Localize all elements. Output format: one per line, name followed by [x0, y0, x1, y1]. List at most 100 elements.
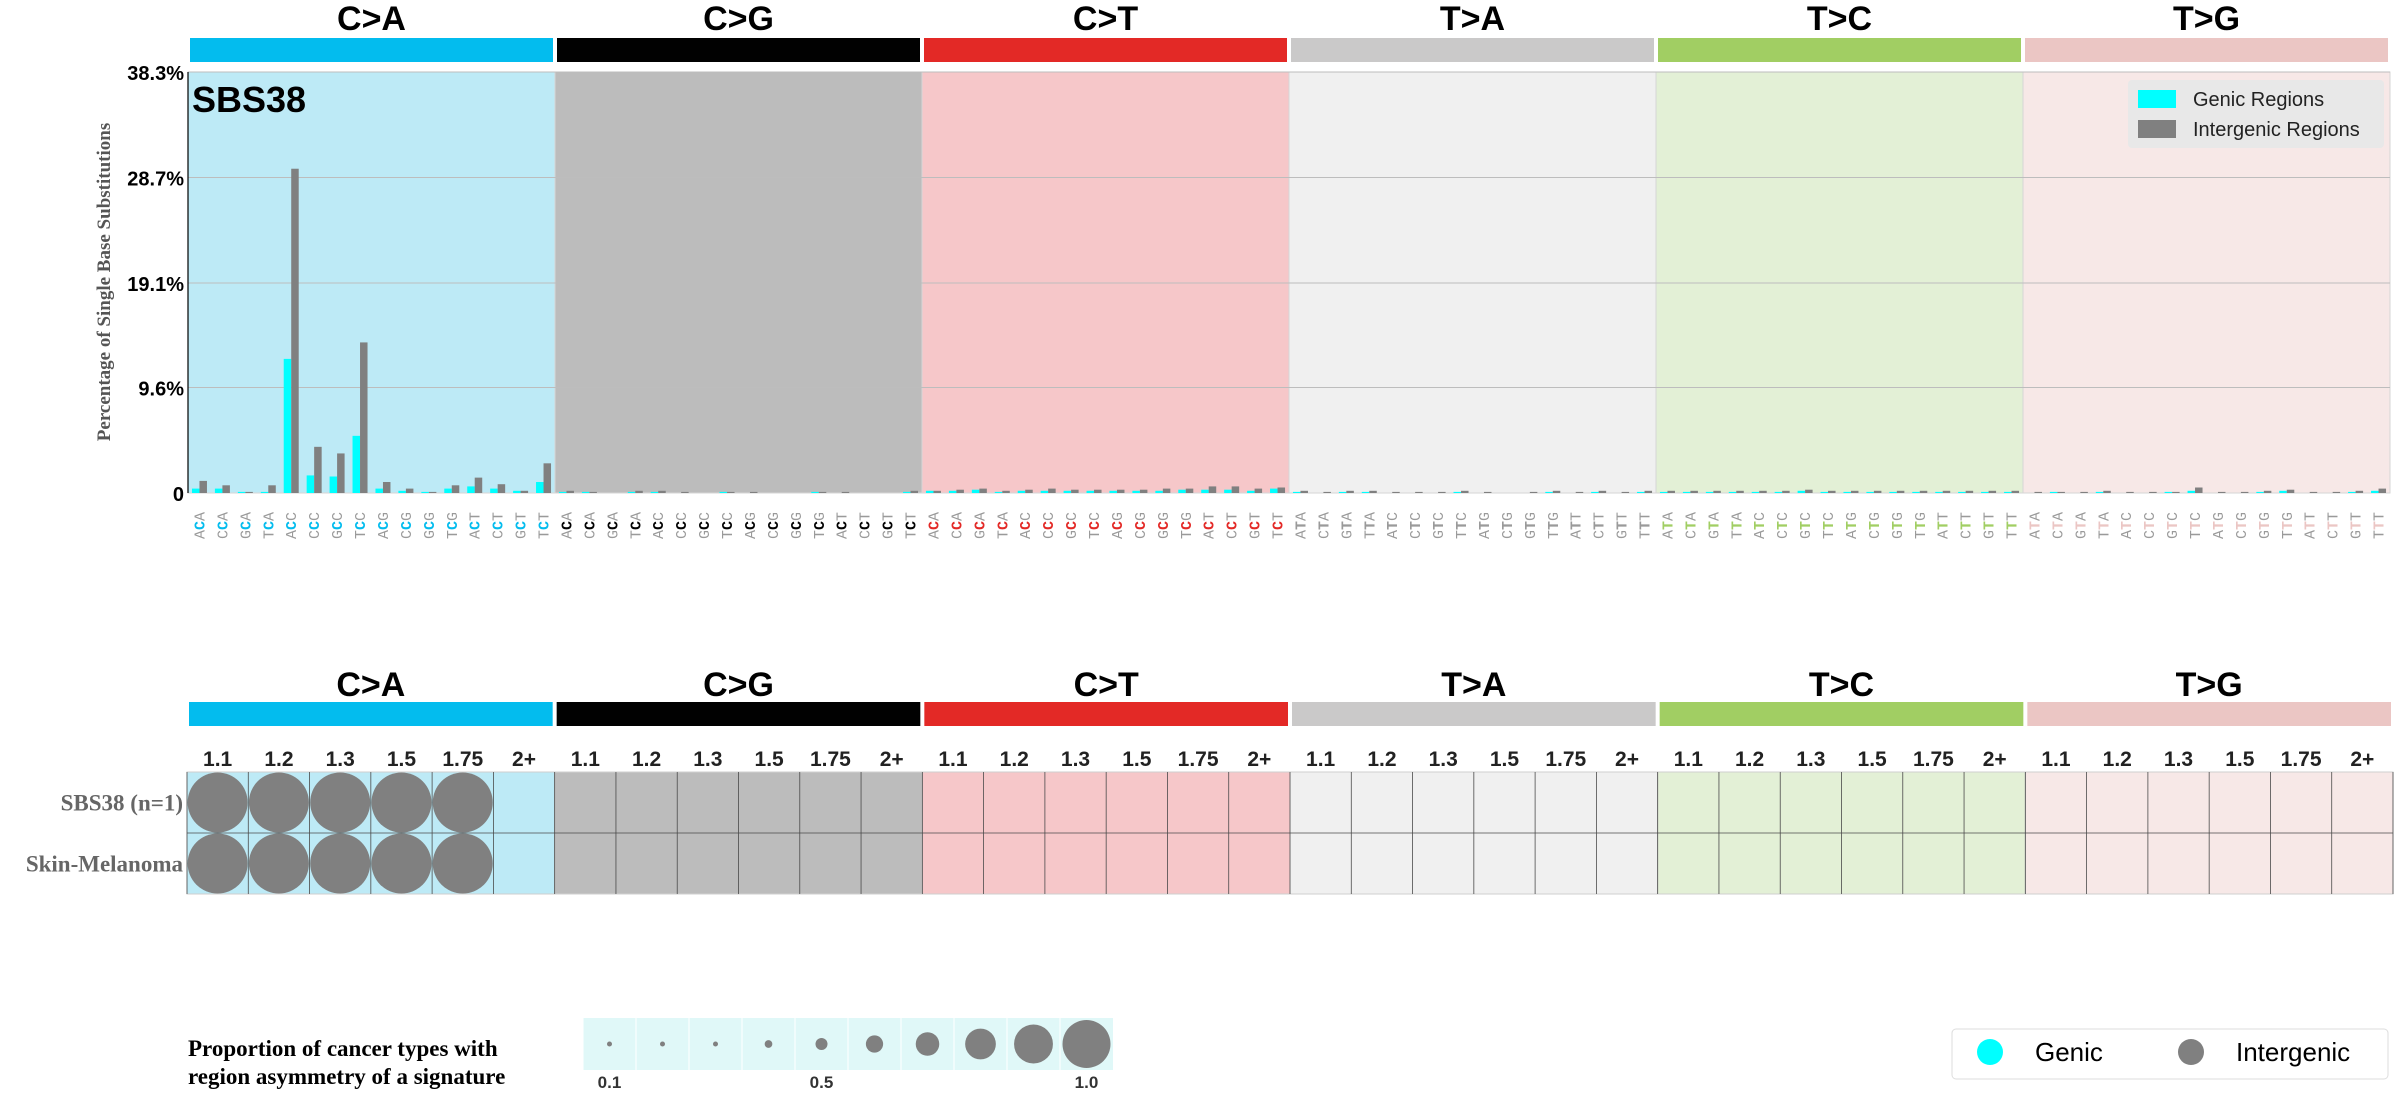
asymmetry-circle — [248, 772, 309, 833]
mutation-type-bar — [1292, 702, 1656, 726]
x-tick-label: TCT — [904, 512, 921, 539]
mutation-type-bar — [1658, 38, 2021, 62]
x-tick-label: ATG — [1844, 512, 1861, 539]
intergenic-bar — [658, 490, 666, 493]
asymmetry-circle — [432, 772, 493, 833]
intergenic-bar — [2240, 491, 2249, 493]
intergenic-bar — [589, 491, 597, 493]
trinucleotide-context: GCA — [605, 512, 622, 539]
intergenic-bar — [2103, 490, 2111, 493]
trinucleotide-context: CTA — [2050, 512, 2067, 539]
size-legend-circle — [713, 1041, 718, 1047]
x-tick-label: ACC — [1018, 512, 1035, 539]
genic-bar — [467, 486, 475, 493]
intergenic-bar — [382, 482, 391, 493]
genic-bar — [2256, 491, 2264, 493]
trinucleotide-context: ATG — [1477, 512, 1494, 539]
intergenic-bar — [2080, 491, 2088, 493]
genic-bar — [925, 490, 934, 493]
genic-bar — [2004, 491, 2012, 493]
trinucleotide-context: TCT — [904, 512, 921, 539]
intergenic-bar — [1231, 486, 1240, 493]
color-legend-marker — [1977, 1039, 2003, 1065]
genic-bar — [1201, 489, 1209, 493]
genic-bar — [1774, 491, 1783, 493]
trinucleotide-context: ATC — [1752, 512, 1769, 539]
genic-bar — [558, 491, 567, 493]
trinucleotide-context: TTA — [2096, 512, 2113, 539]
genic-bar — [1453, 491, 1462, 493]
size-legend-circle — [1062, 1020, 1111, 1068]
x-tick-label: TCA — [628, 512, 645, 539]
intergenic-bar — [2057, 491, 2065, 493]
intergenic-bar — [2378, 488, 2387, 493]
intergenic-bar — [199, 480, 207, 493]
genic-bar — [1270, 488, 1278, 493]
trinucleotide-context: GCA — [238, 512, 255, 539]
genic-bar — [1591, 491, 1599, 493]
fold-threshold-label: 1.2 — [632, 748, 661, 771]
genic-bar — [260, 491, 269, 493]
genic-bar — [1797, 490, 1806, 493]
intergenic-bar — [1690, 490, 1698, 493]
color-legend-box — [1951, 1028, 2389, 1080]
mutation-type-bar — [1291, 38, 1654, 62]
trinucleotide-context: TCC — [1087, 512, 1104, 539]
x-tick-label: CCT — [491, 512, 508, 539]
genic-bar — [948, 490, 957, 493]
size-legend-tick: 1.0 — [1075, 1073, 1099, 1092]
x-tick-label: TTG — [1546, 512, 1563, 539]
fold-threshold-label: 2+ — [1615, 748, 1639, 771]
trinucleotide-context: GCC — [330, 512, 347, 539]
x-tick-label: CCG — [1133, 512, 1150, 539]
x-tick-label: ACA — [926, 512, 943, 539]
intergenic-bar — [1300, 490, 1308, 493]
y-axis-title: Percentage of Single Base Substitutions — [94, 123, 115, 441]
trinucleotide-context: ATT — [2303, 512, 2320, 539]
genic-bar — [2164, 491, 2173, 493]
x-tick-label: CTC — [2142, 512, 2159, 539]
x-tick-label: GTA — [2073, 512, 2090, 539]
fold-threshold-label: 1.5 — [1490, 748, 1520, 771]
x-tick-label: TTT — [2005, 512, 2022, 539]
intergenic-bar — [1782, 490, 1790, 493]
x-tick-label: ACG — [376, 512, 393, 539]
x-tick-label: TTC — [1821, 512, 1838, 539]
x-tick-label: CCC — [674, 512, 691, 539]
genic-bar — [1132, 490, 1140, 493]
intergenic-bar — [1208, 486, 1217, 493]
legend-background — [2128, 80, 2384, 148]
intergenic-bar — [2172, 491, 2180, 493]
fold-threshold-label: 1.1 — [203, 748, 233, 771]
trinucleotide-context: TTG — [2280, 512, 2297, 539]
genic-bar — [375, 488, 383, 493]
fold-threshold-label: 1.2 — [1000, 748, 1029, 771]
genic-bar — [283, 358, 292, 493]
intergenic-bar — [841, 491, 850, 493]
trinucleotide-context: ATA — [1660, 512, 1677, 539]
trinucleotide-context: CTA — [1316, 512, 1333, 539]
trinucleotide-context: CTG — [1867, 512, 1884, 539]
trinucleotide-context: CTT — [1592, 512, 1609, 539]
trinucleotide-context: CTT — [2326, 512, 2343, 539]
trinucleotide-context: TCT — [1271, 512, 1288, 539]
trinucleotide-context: GTA — [2073, 512, 2090, 539]
genic-bar — [490, 488, 498, 493]
trinucleotide-context: ACG — [743, 512, 760, 539]
genic-bar — [1063, 490, 1072, 493]
fold-threshold-label: 1.5 — [2225, 748, 2255, 771]
heatmap-row-label: SBS38 (n=1) — [61, 791, 183, 816]
genic-bar — [1705, 491, 1714, 493]
legend-label: Genic Regions — [2193, 89, 2324, 111]
genic-bar — [352, 435, 361, 493]
genic-bar — [581, 491, 590, 493]
intergenic-bar — [314, 446, 322, 493]
panel-background — [187, 71, 556, 494]
x-tick-label: GTG — [2257, 512, 2274, 539]
trinucleotide-context: TTG — [1546, 512, 1563, 539]
mutation-type-label: C>T — [1074, 666, 1139, 704]
genic-bar — [513, 490, 521, 493]
x-tick-label: TTA — [1729, 512, 1746, 539]
x-tick-label: ATA — [1293, 512, 1310, 539]
genic-bar — [1889, 491, 1897, 493]
